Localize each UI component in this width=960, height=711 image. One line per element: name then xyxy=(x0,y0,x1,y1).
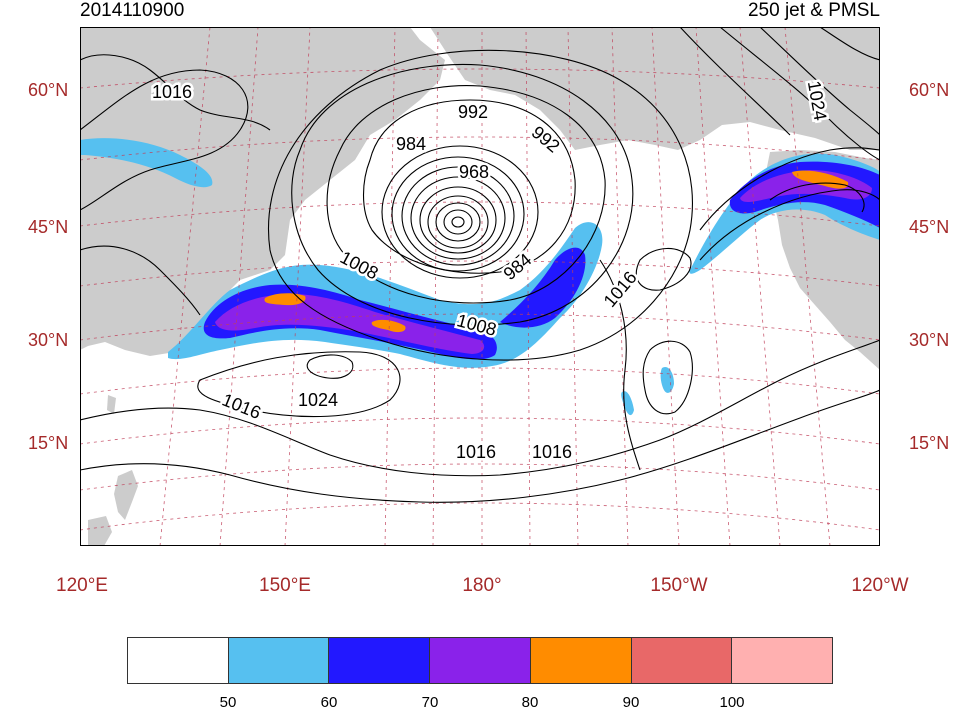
jet-80-west xyxy=(215,293,485,354)
jet-60-small-b xyxy=(621,391,634,416)
contour-label: 1024 xyxy=(298,390,338,410)
jet-60-small-a xyxy=(660,366,674,393)
contour-label: 1016 xyxy=(532,442,572,462)
lat-label-left-15n: 15°N xyxy=(28,433,69,453)
colorbar-tick: 80 xyxy=(521,694,539,711)
jet-90-west-a xyxy=(264,293,306,306)
colorbar-segment xyxy=(732,638,833,683)
land-alaska xyxy=(430,27,880,150)
colorbar-tick: 100 xyxy=(719,694,745,711)
colorbar-segment xyxy=(631,638,733,683)
lon-label-150w: 150°W xyxy=(650,575,708,596)
lat-label-left-60n: 60°N xyxy=(28,80,69,100)
map-frame xyxy=(80,27,880,546)
lat-label-right-15n: 15°N xyxy=(909,433,950,453)
lat-label-left-30n: 30°N xyxy=(28,330,69,350)
colorbar xyxy=(127,637,833,684)
lat-label-right-60n: 60°N xyxy=(909,80,950,100)
jet-90-east xyxy=(792,170,849,189)
lat-label-right-45n: 45°N xyxy=(909,217,950,237)
colorbar-tick: 90 xyxy=(622,694,640,711)
contour-label: 1016 xyxy=(456,442,496,462)
jet-90-west-b xyxy=(371,319,406,333)
jet-60-northwest xyxy=(80,138,213,188)
contour-label: 992 xyxy=(458,102,488,122)
lon-label-120w: 120°W xyxy=(851,575,909,596)
jet-60-west xyxy=(168,222,603,368)
low-center-ring xyxy=(451,216,465,228)
colorbar-segment xyxy=(530,638,632,683)
colorbar-segment xyxy=(430,638,531,683)
land-taiwan xyxy=(107,395,116,414)
date-title: 2014110900 xyxy=(80,0,185,21)
lat-label-left-45n: 45°N xyxy=(28,217,69,237)
land-borneo xyxy=(88,516,112,546)
colorbar-tick: 50 xyxy=(219,694,237,711)
colorbar-segment xyxy=(128,638,229,683)
contour-label: 984 xyxy=(396,134,426,154)
map-title: 250 jet & PMSL xyxy=(747,0,880,21)
contour-label: 1016 xyxy=(152,82,192,102)
contour-label: 968 xyxy=(459,162,489,182)
colorbar-segment xyxy=(329,638,431,683)
land-asia xyxy=(80,27,445,356)
land-layer xyxy=(80,27,880,546)
lat-label-right-30n: 30°N xyxy=(909,330,950,350)
land-philippines xyxy=(114,470,138,520)
lon-label-120e: 120°E xyxy=(56,575,108,596)
colorbar-tick: 70 xyxy=(421,694,439,711)
lon-label-150e: 150°E xyxy=(259,575,311,596)
pmsl-contours xyxy=(80,27,880,503)
colorbar-segment xyxy=(228,638,330,683)
colorbar-tick: 60 xyxy=(320,694,338,711)
lon-label-180: 180° xyxy=(462,575,502,596)
